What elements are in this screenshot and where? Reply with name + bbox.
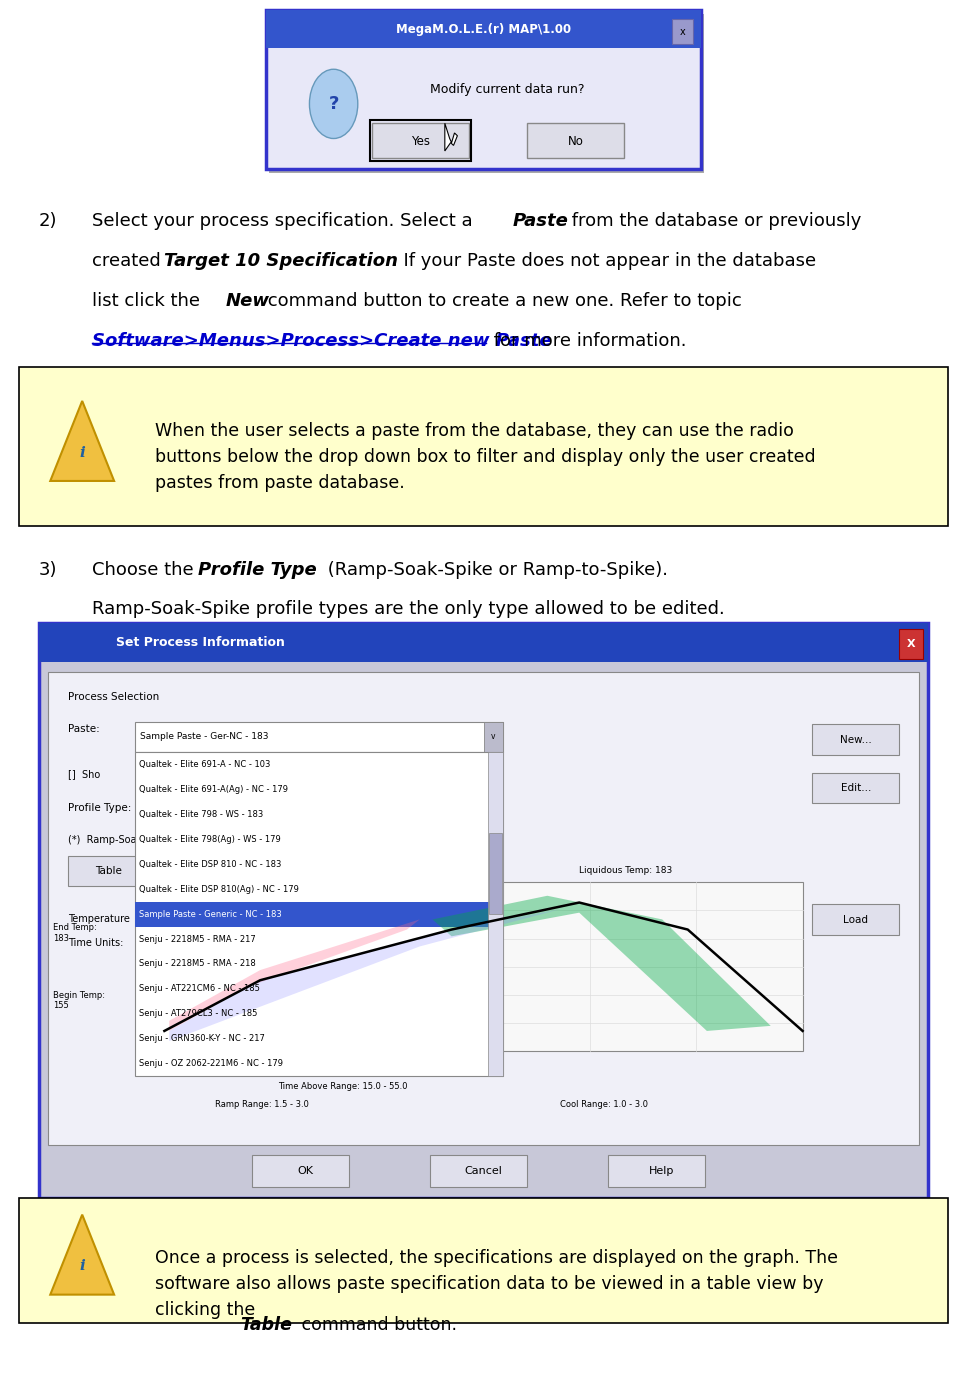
FancyBboxPatch shape: [484, 722, 503, 752]
Text: i: i: [79, 446, 85, 460]
Text: Profile Type: Profile Type: [198, 561, 317, 579]
Text: command button to create a new one. Refer to topic: command button to create a new one. Refe…: [262, 292, 742, 310]
Text: New...: New...: [840, 734, 871, 745]
Text: Process Selection: Process Selection: [68, 692, 159, 702]
Text: Senju - GRN360-K-Y - NC - 217: Senju - GRN360-K-Y - NC - 217: [139, 1035, 265, 1043]
Text: Set Process Information: Set Process Information: [116, 636, 285, 650]
Text: Temperature: Temperature: [68, 914, 130, 924]
Text: When the user selects a paste from the database, they can use the radio
buttons : When the user selects a paste from the d…: [155, 422, 815, 492]
FancyBboxPatch shape: [488, 752, 503, 1076]
Text: Qualtek - Elite 691-A - NC - 103: Qualtek - Elite 691-A - NC - 103: [139, 760, 271, 769]
Text: Table: Table: [96, 866, 122, 877]
Polygon shape: [169, 910, 560, 1042]
Text: Modify current data run?: Modify current data run?: [430, 83, 585, 96]
FancyBboxPatch shape: [39, 623, 928, 662]
Text: Ramp-Soak-Spike profile types are the only type allowed to be edited.: Ramp-Soak-Spike profile types are the on…: [92, 600, 724, 618]
Text: Paste: Paste: [513, 212, 569, 230]
FancyBboxPatch shape: [19, 1198, 948, 1323]
Text: Table: Table: [240, 1316, 292, 1334]
Text: . If your Paste does not appear in the database: . If your Paste does not appear in the d…: [392, 252, 816, 270]
Text: list click the: list click the: [92, 292, 206, 310]
Text: command button.: command button.: [296, 1316, 456, 1334]
Text: Edit...: Edit...: [840, 783, 871, 794]
Text: 2): 2): [39, 212, 57, 230]
Text: End Temp:
183: End Temp: 183: [53, 924, 97, 943]
Text: Paste:: Paste:: [68, 724, 100, 734]
Text: Qualtek - Elite 798 - WS - 183: Qualtek - Elite 798 - WS - 183: [139, 810, 263, 819]
Text: Liquidous Temp: 183: Liquidous Temp: 183: [579, 867, 672, 875]
Text: x: x: [680, 26, 686, 37]
FancyBboxPatch shape: [135, 902, 503, 927]
Text: Sample Paste - Ger-NC - 183: Sample Paste - Ger-NC - 183: [140, 733, 269, 741]
FancyBboxPatch shape: [269, 14, 704, 173]
FancyBboxPatch shape: [489, 834, 502, 914]
FancyBboxPatch shape: [48, 672, 919, 1145]
Text: Qualtek - Elite DSP 810(Ag) - NC - 179: Qualtek - Elite DSP 810(Ag) - NC - 179: [139, 885, 299, 893]
Text: No: No: [568, 134, 583, 148]
FancyBboxPatch shape: [672, 19, 693, 44]
Text: Begin Temp:
155: Begin Temp: 155: [53, 990, 105, 1010]
FancyBboxPatch shape: [608, 1155, 705, 1187]
Text: Once a process is selected, the specifications are displayed on the graph. The
s: Once a process is selected, the specific…: [155, 1249, 837, 1319]
Text: (Ramp-Soak-Spike or Ramp-to-Spike).: (Ramp-Soak-Spike or Ramp-to-Spike).: [322, 561, 668, 579]
Text: Load: Load: [843, 914, 868, 925]
Text: MegaM.O.L.E.(r) MAP\1.00: MegaM.O.L.E.(r) MAP\1.00: [396, 22, 571, 36]
Text: Senju - OZ 2062-221M6 - NC - 179: Senju - OZ 2062-221M6 - NC - 179: [139, 1060, 283, 1068]
Text: Cool Range: 1.0 - 3.0: Cool Range: 1.0 - 3.0: [560, 1100, 648, 1108]
Text: created: created: [92, 252, 166, 270]
Text: Qualtek - Elite DSP 810 - NC - 183: Qualtek - Elite DSP 810 - NC - 183: [139, 860, 281, 868]
FancyBboxPatch shape: [430, 1155, 527, 1187]
Text: X: X: [907, 638, 915, 650]
Text: Senju - AT221CM6 - NC - 185: Senju - AT221CM6 - NC - 185: [139, 985, 260, 993]
FancyBboxPatch shape: [812, 724, 899, 755]
FancyBboxPatch shape: [19, 367, 948, 526]
Text: i: i: [79, 1259, 85, 1273]
FancyBboxPatch shape: [68, 856, 150, 886]
Text: Qualtek - Elite 691-A(Ag) - NC - 179: Qualtek - Elite 691-A(Ag) - NC - 179: [139, 785, 288, 794]
FancyBboxPatch shape: [527, 123, 624, 158]
FancyBboxPatch shape: [164, 882, 803, 1051]
Polygon shape: [432, 896, 771, 1030]
Polygon shape: [169, 920, 420, 1030]
FancyBboxPatch shape: [135, 722, 503, 752]
FancyBboxPatch shape: [135, 752, 503, 1076]
Text: (*)  Ramp-Soak-S: (*) Ramp-Soak-S: [68, 835, 152, 845]
Circle shape: [309, 69, 358, 138]
FancyBboxPatch shape: [812, 773, 899, 803]
Text: Senju - AT279CL3 - NC - 185: Senju - AT279CL3 - NC - 185: [139, 1010, 257, 1018]
Text: Qualtek - Elite 798(Ag) - WS - 179: Qualtek - Elite 798(Ag) - WS - 179: [139, 835, 281, 843]
Text: Help: Help: [649, 1166, 674, 1176]
Text: Target 10 Specification: Target 10 Specification: [164, 252, 398, 270]
Text: Cancel: Cancel: [464, 1166, 503, 1176]
Text: Yes: Yes: [411, 134, 430, 148]
FancyBboxPatch shape: [252, 1155, 349, 1187]
Text: Time Above Range: 15.0 - 55.0: Time Above Range: 15.0 - 55.0: [278, 1082, 408, 1090]
FancyBboxPatch shape: [266, 10, 701, 169]
Text: ?: ?: [329, 96, 338, 112]
FancyBboxPatch shape: [899, 629, 923, 659]
Text: from the database or previously: from the database or previously: [566, 212, 861, 230]
FancyBboxPatch shape: [372, 123, 469, 158]
FancyBboxPatch shape: [812, 904, 899, 935]
Text: Senju - 2218M5 - RMA - 218: Senju - 2218M5 - RMA - 218: [139, 960, 256, 968]
Text: OK: OK: [298, 1166, 313, 1176]
Text: Time Units:: Time Units:: [68, 938, 123, 947]
FancyBboxPatch shape: [39, 623, 928, 1198]
Text: Ramp Range: 1.5 - 3.0: Ramp Range: 1.5 - 3.0: [216, 1100, 309, 1108]
Text: v: v: [491, 733, 495, 741]
Text: Profile Type:: Profile Type:: [68, 803, 132, 813]
Text: Senju - 2218M5 - RMA - 217: Senju - 2218M5 - RMA - 217: [139, 935, 256, 943]
FancyBboxPatch shape: [266, 10, 701, 48]
Text: Select your process specification. Select a: Select your process specification. Selec…: [92, 212, 479, 230]
Text: Sample Paste - Generic - NC - 183: Sample Paste - Generic - NC - 183: [139, 910, 282, 918]
Polygon shape: [445, 123, 457, 151]
Text: Software>Menus>Process>Create new Paste: Software>Menus>Process>Create new Paste: [92, 332, 551, 350]
Text: 3): 3): [39, 561, 57, 579]
Text: New: New: [225, 292, 270, 310]
Text: for more information.: for more information.: [488, 332, 687, 350]
Polygon shape: [50, 402, 114, 481]
Text: Choose the: Choose the: [92, 561, 199, 579]
Polygon shape: [50, 1215, 114, 1295]
Text: []  Sho: [] Sho: [68, 769, 100, 778]
